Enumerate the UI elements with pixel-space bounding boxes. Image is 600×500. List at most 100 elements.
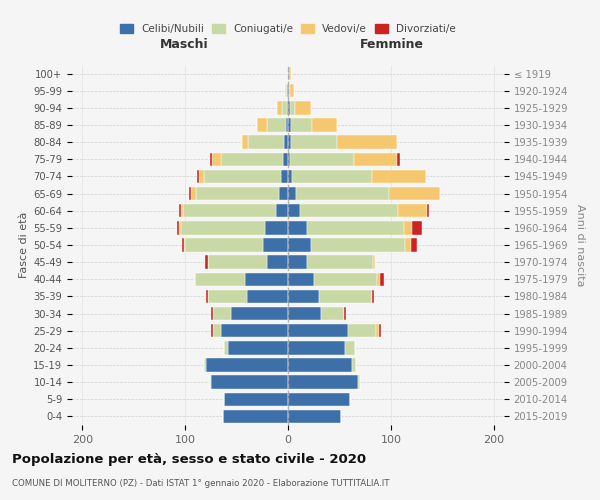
Bar <box>398 204 427 218</box>
Bar <box>189 187 191 200</box>
Bar <box>281 170 288 183</box>
Bar <box>307 221 404 234</box>
Bar <box>229 341 288 354</box>
Bar <box>179 221 181 234</box>
Bar <box>291 118 311 132</box>
Bar <box>224 392 288 406</box>
Bar <box>288 204 301 218</box>
Bar <box>288 152 290 166</box>
Bar <box>179 204 181 218</box>
Bar <box>296 187 389 200</box>
Bar <box>288 376 358 389</box>
Bar <box>405 238 412 252</box>
Bar <box>203 358 206 372</box>
Bar <box>376 324 379 338</box>
Bar <box>268 256 288 269</box>
Bar <box>208 290 247 303</box>
Bar <box>206 290 208 303</box>
Bar <box>268 118 286 132</box>
Bar <box>358 376 360 389</box>
Bar <box>275 204 288 218</box>
Text: COMUNE DI MOLITERNO (PZ) - Dati ISTAT 1° gennaio 2020 - Elaborazione TUTTITALIA.: COMUNE DI MOLITERNO (PZ) - Dati ISTAT 1°… <box>12 479 389 488</box>
Bar <box>285 84 286 98</box>
Bar <box>242 136 248 149</box>
Bar <box>257 118 268 132</box>
Bar <box>288 358 352 372</box>
Bar <box>373 290 374 303</box>
Bar <box>288 170 292 183</box>
Bar <box>287 101 288 114</box>
Bar <box>288 101 290 114</box>
Bar <box>196 272 245 286</box>
Bar <box>181 221 265 234</box>
Bar <box>347 324 376 338</box>
Bar <box>288 118 291 132</box>
Bar <box>354 152 397 166</box>
Bar <box>245 272 288 286</box>
Bar <box>177 221 179 234</box>
Bar <box>321 307 344 320</box>
Bar <box>197 170 199 183</box>
Bar <box>288 221 307 234</box>
Bar <box>205 256 208 269</box>
Bar <box>183 204 275 218</box>
Bar <box>412 238 416 252</box>
Text: Femmine: Femmine <box>359 38 424 52</box>
Bar <box>319 290 373 303</box>
Bar <box>282 101 287 114</box>
Bar <box>288 256 307 269</box>
Bar <box>206 358 288 372</box>
Bar <box>352 358 356 372</box>
Bar <box>288 307 321 320</box>
Bar <box>211 307 213 320</box>
Bar <box>404 221 412 234</box>
Bar <box>290 84 294 98</box>
Bar <box>380 272 383 286</box>
Bar <box>210 376 211 389</box>
Bar <box>210 152 212 166</box>
Text: Maschi: Maschi <box>160 38 209 52</box>
Bar <box>191 187 196 200</box>
Bar <box>288 187 296 200</box>
Bar <box>290 152 354 166</box>
Bar <box>373 256 376 269</box>
Bar <box>314 272 377 286</box>
Bar <box>283 152 288 166</box>
Bar <box>286 118 288 132</box>
Bar <box>199 170 203 183</box>
Bar <box>291 136 337 149</box>
Bar <box>286 84 287 98</box>
Y-axis label: Anni di nascita: Anni di nascita <box>575 204 585 286</box>
Text: Popolazione per età, sesso e stato civile - 2020: Popolazione per età, sesso e stato civil… <box>12 452 366 466</box>
Bar <box>182 238 184 252</box>
Bar <box>292 170 373 183</box>
Bar <box>307 256 373 269</box>
Bar <box>377 272 380 286</box>
Bar <box>288 341 344 354</box>
Bar <box>221 324 288 338</box>
Bar <box>211 324 213 338</box>
Bar <box>184 238 185 252</box>
Bar <box>344 341 355 354</box>
Bar <box>277 101 282 114</box>
Bar <box>288 84 289 98</box>
Bar <box>289 67 291 80</box>
Bar <box>221 152 283 166</box>
Bar <box>397 152 400 166</box>
Bar <box>181 204 183 218</box>
Bar <box>288 392 350 406</box>
Bar <box>208 256 268 269</box>
Bar <box>289 84 290 98</box>
Bar <box>232 307 288 320</box>
Bar <box>284 136 288 149</box>
Bar <box>288 410 341 423</box>
Bar <box>288 272 314 286</box>
Bar <box>247 290 288 303</box>
Bar <box>185 238 263 252</box>
Bar <box>263 238 288 252</box>
Bar <box>311 118 337 132</box>
Y-axis label: Fasce di età: Fasce di età <box>19 212 29 278</box>
Bar <box>211 376 288 389</box>
Bar <box>288 290 319 303</box>
Bar <box>213 324 221 338</box>
